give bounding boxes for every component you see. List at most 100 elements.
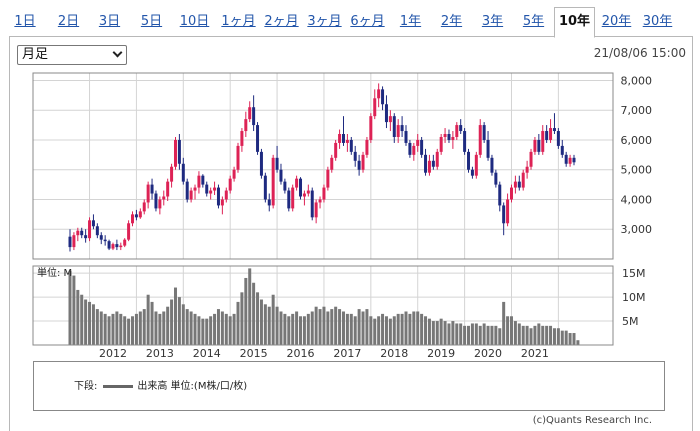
candle: [381, 86, 385, 111]
volume-frame: [32, 265, 614, 346]
volume-bar: [287, 316, 291, 345]
volume-bar: [88, 301, 92, 345]
candle-body: [170, 166, 174, 182]
price-grid: [33, 73, 613, 259]
volume-bar: [76, 289, 80, 345]
volume-bar: [470, 323, 474, 345]
volume-bar: [552, 328, 556, 345]
candle: [326, 166, 330, 191]
tab-1年[interactable]: 1年: [399, 14, 422, 29]
candle-body: [502, 205, 506, 224]
candle: [435, 148, 439, 170]
interval-select[interactable]: 月足: [17, 45, 127, 65]
candle-body: [443, 134, 447, 137]
legend-volume-swatch: [103, 384, 134, 388]
candle-body: [447, 134, 451, 140]
candle: [302, 190, 306, 206]
candle: [388, 110, 392, 132]
volume-bar: [177, 297, 181, 345]
volume-bar: [259, 299, 263, 345]
volume-bar: [326, 311, 330, 345]
tab-3ヶ月[interactable]: 3ヶ月: [307, 14, 342, 29]
interval-select-value: 月足: [22, 47, 49, 62]
price-tick-label: 5,000: [621, 164, 653, 177]
candle-body: [537, 139, 541, 152]
candle-body: [334, 142, 338, 158]
volume-bar: [388, 318, 392, 345]
volume-bar: [142, 309, 146, 345]
candle: [256, 122, 260, 155]
tab-20年[interactable]: 20年: [601, 14, 632, 29]
volume-bar: [451, 321, 455, 345]
volume-bar: [275, 306, 279, 345]
tab-1ヶ月[interactable]: 1ヶ月: [221, 14, 256, 29]
candle: [537, 134, 541, 155]
volume-bar: [490, 325, 494, 345]
volume-bar: [494, 325, 498, 345]
tab-2日[interactable]: 2日: [57, 14, 80, 29]
candle: [459, 119, 463, 135]
price-tick-label: 3,000: [621, 223, 653, 236]
candle-body: [295, 178, 299, 188]
candle: [224, 187, 228, 203]
volume-bar: [162, 311, 166, 345]
tab-5日[interactable]: 5日: [140, 14, 163, 29]
volume-bar: [271, 294, 275, 345]
candle-body: [509, 187, 513, 200]
chart-panel: [9, 37, 693, 431]
candle: [72, 232, 76, 251]
volume-bar: [400, 313, 404, 345]
volume-bar: [131, 316, 135, 345]
candle-body: [275, 157, 279, 170]
volume-bar: [111, 313, 115, 345]
tab-10日[interactable]: 10日: [179, 14, 210, 29]
candle-body: [256, 125, 260, 152]
tab-2ヶ月[interactable]: 2ヶ月: [264, 14, 299, 29]
volume-bar: [236, 301, 240, 345]
candle: [455, 122, 459, 140]
candle: [365, 136, 369, 158]
volume-bar: [498, 328, 502, 345]
candle: [158, 196, 162, 215]
candle: [345, 134, 349, 152]
candle: [115, 239, 119, 251]
volume-bar: [146, 294, 150, 345]
tab-3年[interactable]: 3年: [481, 14, 504, 29]
candle: [533, 136, 537, 155]
candle-body: [80, 230, 84, 236]
candle: [295, 175, 299, 191]
volume-bar: [384, 316, 388, 345]
candle: [310, 187, 314, 221]
tab-6ヶ月[interactable]: 6ヶ月: [350, 14, 385, 29]
candle-body: [287, 190, 291, 209]
tab-2年[interactable]: 2年: [440, 14, 463, 29]
candle-body: [134, 214, 138, 218]
candle-body: [213, 187, 217, 191]
candle: [220, 196, 224, 215]
candle-body: [68, 236, 72, 248]
volume-bar: [377, 316, 381, 345]
candle-body: [529, 151, 533, 167]
tab-30年[interactable]: 30年: [642, 14, 673, 29]
volume-bar: [150, 301, 154, 345]
candle-body: [513, 181, 517, 188]
price-tick-label: 4,000: [621, 193, 653, 206]
candle-body: [377, 89, 381, 99]
tab-3日[interactable]: 3日: [98, 14, 121, 29]
candle-body: [127, 223, 131, 240]
price-axis: 3,000 4,000 5,000 6,000 7,000 8,000: [621, 74, 653, 236]
volume-bar: [244, 277, 248, 345]
candle: [338, 129, 342, 149]
candle-body: [384, 104, 388, 123]
candle-body: [240, 131, 244, 146]
tab-10年[interactable]: 10年: [554, 7, 595, 38]
candle: [431, 154, 435, 170]
legend-line: 下段: 出来高 単位:(M株/口/枚): [74, 377, 247, 392]
candle-body: [162, 196, 166, 200]
candle-body: [435, 151, 439, 167]
tab-5年[interactable]: 5年: [522, 14, 545, 29]
candle: [564, 151, 568, 167]
volume-bar: [509, 316, 513, 345]
tab-1日[interactable]: 1日: [14, 14, 36, 29]
candle: [439, 134, 443, 155]
